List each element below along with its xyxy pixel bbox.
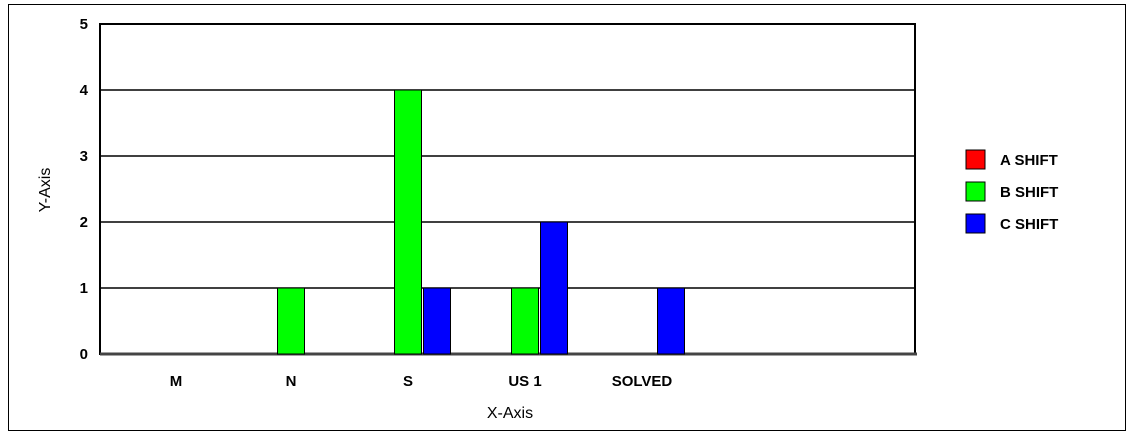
y-tick-label: 3: [80, 148, 88, 165]
bar-c-shift: [423, 287, 451, 355]
gridlines: [100, 89, 915, 289]
y-tick-label: 2: [80, 214, 88, 231]
y-axis-title: Y-Axis: [37, 168, 54, 213]
y-tick-label: 1: [80, 280, 88, 297]
bar-b-shift: [511, 287, 539, 355]
x-tick-label: M: [170, 373, 183, 390]
bar-c-shift: [657, 287, 685, 355]
x-tick-label: S: [403, 373, 413, 390]
bar-c-shift: [540, 221, 568, 355]
y-tick-label: 0: [80, 346, 88, 363]
legend-swatch: [965, 181, 986, 202]
legend-swatch: [965, 149, 986, 170]
legend-swatch: [965, 213, 986, 234]
y-tick-label: 4: [80, 82, 89, 99]
legend-label: C SHIFT: [1000, 216, 1058, 233]
chart-frame: [8, 4, 1126, 431]
x-axis-title: X-Axis: [487, 405, 533, 422]
x-tick-label: N: [286, 373, 297, 390]
legend: A SHIFT B SHIFT C SHIFT: [965, 149, 1058, 234]
legend-label: B SHIFT: [1000, 184, 1058, 201]
y-tick-labels: 0 1 2 3 4 5: [80, 16, 89, 363]
bar-b-shift: [394, 89, 422, 355]
x-tick-label: SOLVED: [612, 373, 673, 390]
legend-label: A SHIFT: [1000, 152, 1058, 169]
x-tick-labels: M N S US 1 SOLVED: [170, 373, 673, 390]
plot-area: [99, 23, 916, 355]
x-tick-label: US 1: [508, 373, 541, 390]
y-tick-label: 5: [80, 16, 88, 33]
bars: [277, 89, 685, 355]
bar-b-shift: [277, 287, 305, 355]
